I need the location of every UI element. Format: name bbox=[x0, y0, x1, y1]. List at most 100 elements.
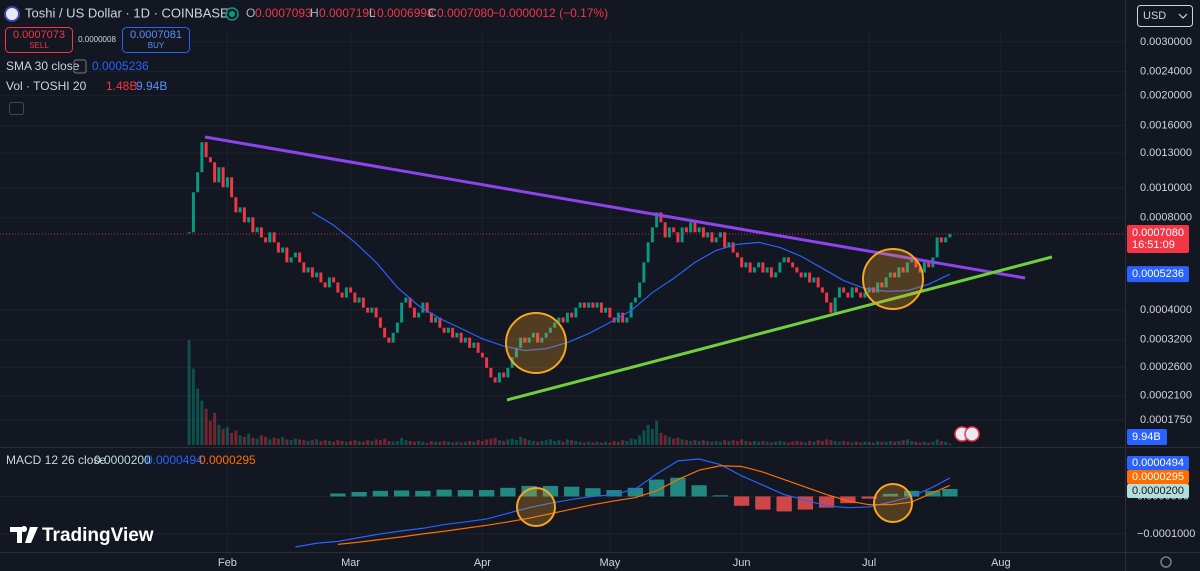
candle-body bbox=[497, 372, 501, 383]
sma-title: SMA 30 close bbox=[6, 59, 80, 73]
volume-bar bbox=[510, 438, 514, 445]
quote-key: L bbox=[369, 6, 376, 20]
symbol-logo bbox=[4, 6, 20, 22]
quote-key: C bbox=[428, 6, 437, 20]
volume-bar bbox=[616, 441, 620, 445]
candle-body bbox=[412, 307, 416, 318]
candle-body bbox=[238, 207, 242, 213]
sell-price: 0.0007073 bbox=[13, 29, 65, 41]
indicator-value-box bbox=[1127, 456, 1189, 470]
settings-icon[interactable] bbox=[1160, 556, 1172, 568]
candle-body bbox=[391, 332, 395, 343]
volume-bar bbox=[255, 438, 259, 445]
indicator-value-box bbox=[1127, 470, 1189, 484]
candle-body bbox=[213, 162, 217, 183]
volume-bar bbox=[710, 441, 714, 445]
candle-body bbox=[663, 222, 667, 238]
volume-bar bbox=[910, 440, 914, 445]
candle-body bbox=[706, 232, 710, 238]
volume-bar bbox=[918, 442, 922, 445]
volume-bar bbox=[446, 441, 450, 445]
candle-body bbox=[578, 302, 582, 308]
collapse-button[interactable] bbox=[9, 102, 24, 115]
currency-button[interactable] bbox=[1137, 5, 1193, 27]
candle-body bbox=[884, 277, 888, 288]
symbol-title[interactable]: Toshi / US Dollar · 1D · COINBASE bbox=[25, 5, 229, 20]
volume-bar bbox=[761, 440, 765, 445]
x-tick-label: Jun bbox=[733, 557, 751, 569]
volume-bar bbox=[553, 440, 557, 445]
volume-bar bbox=[336, 440, 340, 445]
candle-body bbox=[744, 262, 748, 268]
axes: Feb Mar Apr May Jun Jul Aug 0.0030000 0.0024000 0… bbox=[218, 36, 1196, 569]
y-tick-label: 0.0010000 bbox=[1140, 182, 1192, 194]
candle-body bbox=[502, 372, 506, 378]
volume-bar bbox=[429, 440, 433, 445]
volume-bar bbox=[519, 436, 523, 445]
candle-body bbox=[574, 307, 578, 318]
volume-bar bbox=[523, 438, 527, 445]
volume-bar bbox=[795, 440, 799, 445]
volume-bar bbox=[812, 441, 816, 445]
volume-bar bbox=[859, 442, 863, 445]
y-tick-label: 0.0002600 bbox=[1140, 361, 1192, 373]
macd-histogram-bar bbox=[457, 490, 474, 497]
volume-bar bbox=[591, 442, 595, 445]
volume-bar bbox=[366, 440, 370, 445]
support-trendline bbox=[506, 255, 1053, 402]
volume-bar bbox=[689, 440, 693, 445]
candle-body bbox=[353, 292, 357, 303]
x-tick-label: Mar bbox=[341, 557, 360, 569]
candle-body bbox=[255, 227, 259, 233]
volume-bar bbox=[723, 440, 727, 445]
candle-body bbox=[587, 302, 591, 308]
candle-body bbox=[693, 222, 697, 233]
volume-bar bbox=[697, 440, 701, 445]
candle-body bbox=[880, 282, 884, 288]
candle-body bbox=[451, 327, 455, 338]
candle-body bbox=[336, 282, 340, 293]
y-tick-label: 0.0004000 bbox=[1140, 304, 1192, 316]
volume-bar bbox=[438, 441, 442, 445]
macd-histogram-bar bbox=[436, 489, 452, 497]
volume-bar bbox=[659, 432, 663, 445]
macd-hist-value: 0.0000200 bbox=[94, 453, 151, 467]
candle-body bbox=[221, 167, 225, 188]
candle-body bbox=[808, 272, 812, 283]
candle-body bbox=[357, 297, 361, 303]
candle-body bbox=[701, 227, 705, 238]
volume-bar bbox=[463, 441, 467, 445]
candle-body bbox=[242, 207, 246, 223]
volume-bar bbox=[837, 441, 841, 445]
volume-bar bbox=[264, 436, 268, 445]
macd-histogram-bar bbox=[542, 485, 559, 497]
volume-bar bbox=[655, 420, 659, 445]
macd-value: 0.0000494 bbox=[146, 453, 203, 467]
quote-value: 0.0006998 bbox=[377, 6, 434, 20]
volume-bar bbox=[230, 432, 234, 445]
macd-title: MACD 12 26 close bbox=[6, 453, 106, 467]
candle-body bbox=[905, 262, 909, 273]
event-icon[interactable] bbox=[964, 426, 980, 442]
volume-bar bbox=[570, 440, 574, 445]
macd-histogram-bar bbox=[712, 495, 729, 497]
candle-body bbox=[514, 347, 518, 358]
candle-body bbox=[315, 272, 319, 278]
volume-bar bbox=[799, 441, 803, 445]
candle-body bbox=[306, 267, 310, 273]
visibility-toggle[interactable] bbox=[73, 59, 87, 74]
sell-button[interactable] bbox=[5, 27, 73, 53]
candle-body bbox=[812, 277, 816, 283]
candle-body bbox=[837, 287, 841, 298]
volume-bar bbox=[370, 440, 374, 445]
buy-button[interactable] bbox=[122, 27, 190, 53]
volume-bar bbox=[774, 441, 778, 445]
candle-body bbox=[285, 247, 289, 263]
candle-body bbox=[727, 242, 731, 248]
volume-bar bbox=[667, 436, 671, 445]
candle-body bbox=[757, 262, 761, 268]
buy-price: 0.0007081 bbox=[130, 29, 182, 41]
resistance-trendline bbox=[204, 135, 1026, 280]
volume-bar bbox=[871, 442, 875, 445]
candle-body bbox=[298, 252, 302, 263]
